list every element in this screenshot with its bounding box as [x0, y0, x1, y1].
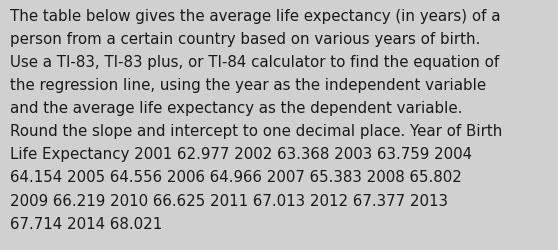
Text: 64.154 2005 64.556 2006 64.966 2007 65.383 2008 65.802: 64.154 2005 64.556 2006 64.966 2007 65.3…	[10, 170, 462, 185]
Text: the regression line, using the year as the independent variable: the regression line, using the year as t…	[10, 78, 486, 93]
Text: Use a TI-83, TI-83 plus, or TI-84 calculator to find the equation of: Use a TI-83, TI-83 plus, or TI-84 calcul…	[10, 55, 499, 70]
Text: Round the slope and intercept to one decimal place. Year of Birth: Round the slope and intercept to one dec…	[10, 124, 502, 139]
Text: person from a certain country based on various years of birth.: person from a certain country based on v…	[10, 32, 480, 47]
Text: Life Expectancy 2001 62.977 2002 63.368 2003 63.759 2004: Life Expectancy 2001 62.977 2002 63.368 …	[10, 147, 472, 162]
Text: 2009 66.219 2010 66.625 2011 67.013 2012 67.377 2013: 2009 66.219 2010 66.625 2011 67.013 2012…	[10, 193, 448, 208]
Text: The table below gives the average life expectancy (in years) of a: The table below gives the average life e…	[10, 9, 501, 24]
Text: and the average life expectancy as the dependent variable.: and the average life expectancy as the d…	[10, 101, 463, 116]
Text: 67.714 2014 68.021: 67.714 2014 68.021	[10, 216, 162, 231]
